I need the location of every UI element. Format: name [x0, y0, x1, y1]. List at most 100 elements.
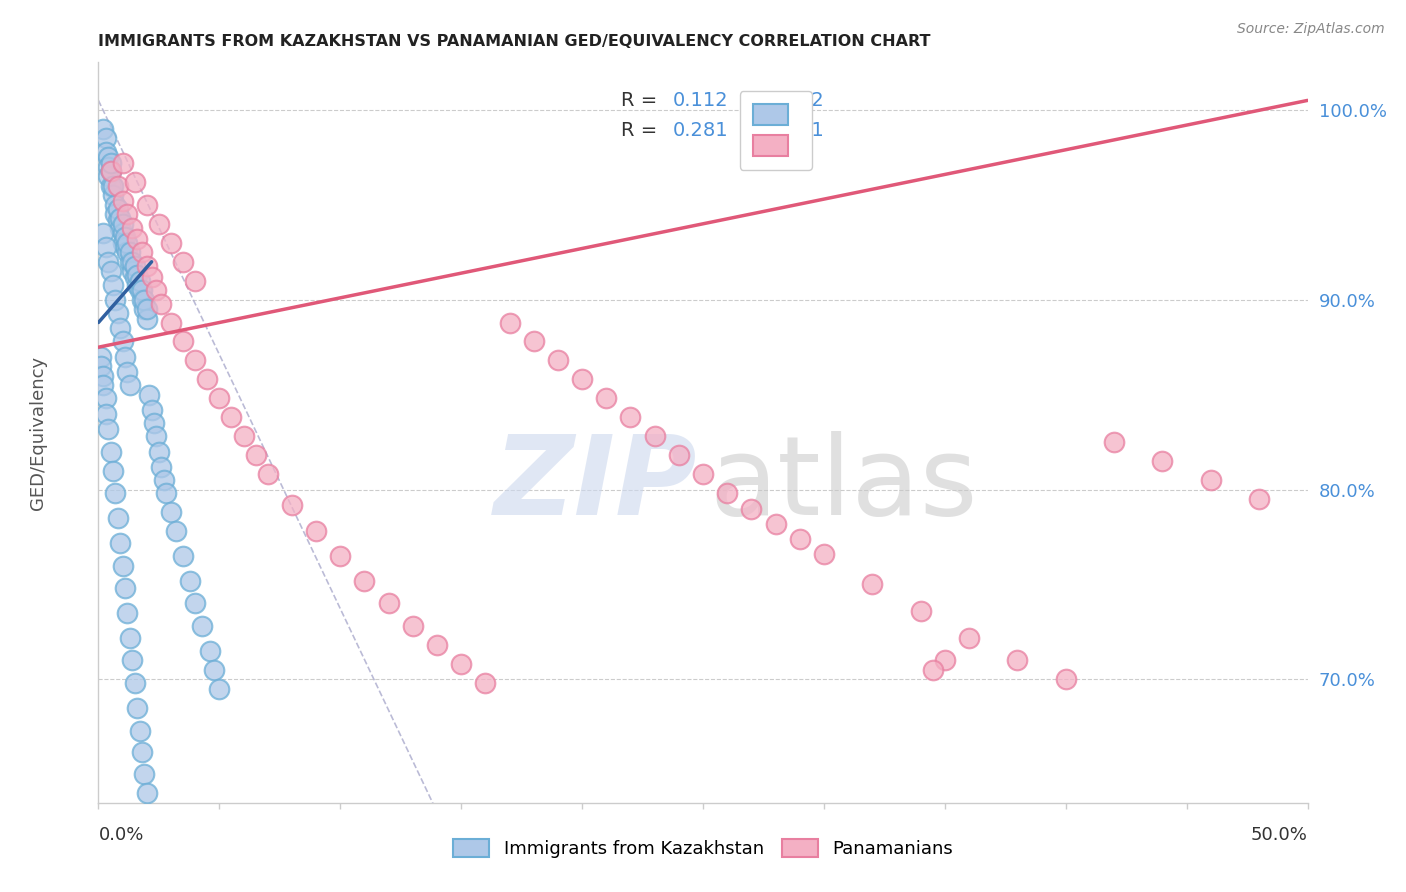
Point — [921, 663, 943, 677]
Point — [221, 410, 243, 425]
Point — [108, 220, 131, 235]
Text: 0.281: 0.281 — [672, 121, 728, 140]
Point — [1007, 653, 1029, 667]
Point — [208, 681, 231, 696]
Point — [108, 211, 131, 226]
Point — [121, 264, 143, 278]
Point — [135, 311, 157, 326]
Point — [184, 353, 207, 368]
Point — [118, 254, 141, 268]
Point — [101, 464, 124, 478]
Point — [245, 449, 267, 463]
Point — [124, 259, 146, 273]
Point — [128, 723, 150, 738]
Point — [377, 597, 399, 611]
Text: IMMIGRANTS FROM KAZAKHSTAN VS PANAMANIAN GED/EQUIVALENCY CORRELATION CHART: IMMIGRANTS FROM KAZAKHSTAN VS PANAMANIAN… — [98, 34, 931, 49]
Text: 0.112: 0.112 — [672, 92, 728, 111]
Point — [191, 619, 214, 633]
Point — [97, 150, 120, 164]
Point — [160, 505, 183, 519]
Point — [135, 786, 157, 800]
Point — [957, 631, 980, 645]
Point — [145, 283, 167, 297]
Point — [94, 407, 117, 421]
Point — [91, 378, 114, 392]
Point — [131, 293, 153, 307]
Point — [305, 524, 328, 539]
Point — [104, 207, 127, 221]
Point — [1249, 491, 1271, 506]
Point — [523, 334, 546, 349]
Point — [100, 444, 122, 458]
Point — [111, 217, 134, 231]
Point — [124, 676, 146, 690]
Point — [100, 178, 122, 193]
Point — [128, 274, 150, 288]
Legend: Immigrants from Kazakhstan, Panamanians: Immigrants from Kazakhstan, Panamanians — [446, 831, 960, 865]
Point — [716, 486, 738, 500]
Point — [127, 268, 149, 282]
Point — [94, 145, 117, 159]
Point — [152, 473, 174, 487]
Point — [111, 334, 134, 349]
Point — [135, 302, 157, 317]
Point — [111, 235, 134, 250]
Point — [117, 606, 139, 620]
Text: atlas: atlas — [709, 431, 977, 538]
Point — [1054, 673, 1077, 687]
Point — [91, 227, 114, 241]
Point — [619, 410, 641, 425]
Point — [111, 156, 134, 170]
Point — [813, 547, 835, 561]
Point — [172, 334, 194, 349]
Point — [145, 429, 167, 443]
Text: 0.0%: 0.0% — [98, 826, 143, 844]
Point — [204, 663, 226, 677]
Point — [934, 653, 956, 667]
Text: ZIP: ZIP — [494, 431, 697, 538]
Point — [124, 175, 146, 189]
Point — [1199, 473, 1222, 487]
Point — [474, 676, 496, 690]
Point — [134, 302, 156, 317]
Text: Source: ZipAtlas.com: Source: ZipAtlas.com — [1237, 22, 1385, 37]
Point — [402, 619, 425, 633]
Point — [765, 516, 787, 531]
Point — [155, 486, 177, 500]
Point — [150, 296, 173, 310]
Point — [547, 353, 569, 368]
Point — [426, 638, 449, 652]
Point — [450, 657, 472, 672]
Text: N =: N = — [748, 92, 792, 111]
Point — [118, 245, 141, 260]
Point — [1102, 435, 1125, 450]
Point — [329, 549, 352, 563]
Point — [740, 501, 762, 516]
Point — [100, 156, 122, 170]
Point — [353, 574, 375, 588]
Point — [111, 227, 134, 241]
Point — [138, 387, 160, 401]
Point — [108, 321, 131, 335]
Point — [131, 283, 153, 297]
Point — [107, 178, 129, 193]
Text: 92: 92 — [800, 92, 824, 111]
Point — [789, 532, 811, 546]
Point — [91, 121, 114, 136]
Text: R =: R = — [621, 92, 664, 111]
Point — [860, 577, 883, 591]
Point — [668, 449, 690, 463]
Point — [165, 524, 187, 539]
Point — [160, 235, 183, 250]
Point — [198, 644, 221, 658]
Point — [118, 378, 141, 392]
Point — [127, 277, 149, 292]
Text: R =: R = — [621, 121, 664, 140]
Point — [100, 163, 122, 178]
Point — [107, 213, 129, 227]
Point — [256, 467, 278, 482]
Point — [121, 254, 143, 268]
Point — [91, 368, 114, 383]
Point — [131, 745, 153, 759]
Point — [100, 163, 122, 178]
